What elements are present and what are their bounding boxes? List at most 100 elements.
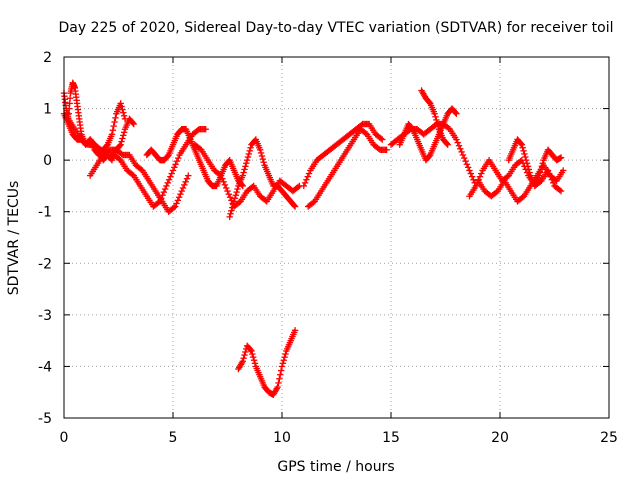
data-point: [260, 159, 267, 166]
data-point: [294, 183, 302, 191]
data-point: [467, 170, 474, 177]
data-point: [464, 164, 472, 171]
data-point: [457, 145, 464, 152]
data-point: [248, 347, 255, 355]
y-tick-label: 0: [43, 153, 52, 169]
data-point: [432, 113, 439, 121]
data-point: [243, 156, 251, 164]
data-point: [461, 154, 468, 162]
data-point: [242, 348, 249, 356]
data-point: [556, 186, 563, 194]
data-point: [110, 122, 117, 130]
data-point: [468, 173, 476, 180]
data-point: [182, 178, 189, 186]
data-point: [524, 163, 532, 170]
data-point: [521, 150, 528, 158]
data-point: [168, 170, 175, 177]
grid: [64, 57, 609, 418]
data-point: [383, 146, 390, 154]
data-point: [239, 358, 246, 365]
data-point: [257, 149, 265, 157]
data-point: [231, 195, 239, 202]
data-point: [258, 152, 266, 160]
data-point: [455, 142, 463, 149]
data-point: [291, 203, 299, 210]
data-point: [459, 151, 467, 159]
y-tick-labels: -5 -4 -3 -2 -1 0 1 2: [38, 50, 52, 427]
data-point: [179, 184, 187, 192]
data-point: [259, 155, 267, 163]
data-point: [173, 200, 180, 207]
data-point: [112, 114, 119, 122]
data-point: [466, 167, 473, 174]
data-point: [129, 119, 137, 127]
data-point: [279, 360, 287, 367]
data-point: [116, 142, 124, 149]
data-point: [175, 154, 182, 162]
data-point: [434, 122, 442, 130]
x-tick-label: 20: [491, 430, 509, 446]
data-point: [226, 213, 233, 221]
data-points: [60, 79, 567, 398]
data-point: [160, 188, 168, 196]
y-tick-label: 2: [43, 50, 52, 66]
data-point: [216, 171, 223, 178]
data-point: [301, 179, 309, 187]
data-point: [226, 194, 234, 201]
data-point: [522, 156, 530, 164]
data-point: [239, 172, 246, 179]
data-point: [219, 175, 226, 182]
data-point: [185, 172, 192, 179]
data-point: [229, 201, 237, 208]
data-point: [242, 163, 249, 170]
data-point: [234, 185, 241, 193]
data-point: [462, 157, 469, 165]
data-point: [243, 160, 250, 167]
data-point: [431, 110, 438, 117]
data-point: [130, 120, 137, 128]
y-tick-label: -4: [38, 359, 52, 375]
data-point: [165, 176, 173, 183]
data-point: [241, 166, 248, 173]
data-point: [463, 161, 471, 168]
y-tick-label: -1: [38, 205, 52, 221]
data-point: [453, 136, 460, 143]
data-point: [246, 147, 253, 155]
data-point: [224, 187, 231, 195]
data-point: [240, 169, 247, 176]
data-point: [117, 100, 124, 107]
data-point: [251, 360, 259, 367]
x-tick-label: 0: [60, 430, 69, 446]
data-point: [377, 135, 385, 142]
data-point: [250, 353, 257, 361]
data-point: [303, 176, 310, 183]
data-point: [170, 204, 178, 211]
data-point: [247, 144, 254, 151]
data-point: [281, 353, 288, 361]
data-point: [173, 157, 181, 165]
data-point: [183, 175, 191, 182]
data-point: [517, 140, 525, 147]
data-point: [291, 202, 298, 209]
chart-title: Day 225 of 2020, Sidereal Day-to-day VTE…: [58, 20, 613, 36]
data-point: [452, 109, 459, 116]
y-tick-label: -2: [38, 256, 52, 272]
data-point: [274, 383, 281, 391]
data-point: [181, 181, 188, 189]
data-point: [291, 327, 299, 334]
data-point: [519, 144, 526, 151]
data-point: [300, 182, 307, 190]
y-tick-label: -5: [38, 411, 52, 427]
data-point: [557, 187, 565, 195]
data-point: [171, 164, 178, 171]
data-point: [241, 351, 248, 359]
data-point: [171, 203, 179, 210]
data-point: [560, 167, 567, 174]
data-point: [453, 110, 460, 117]
data-point: [476, 173, 484, 180]
x-tick-label: 25: [600, 430, 618, 446]
data-point: [161, 185, 169, 193]
data-point: [249, 350, 256, 358]
data-point: [478, 170, 485, 177]
